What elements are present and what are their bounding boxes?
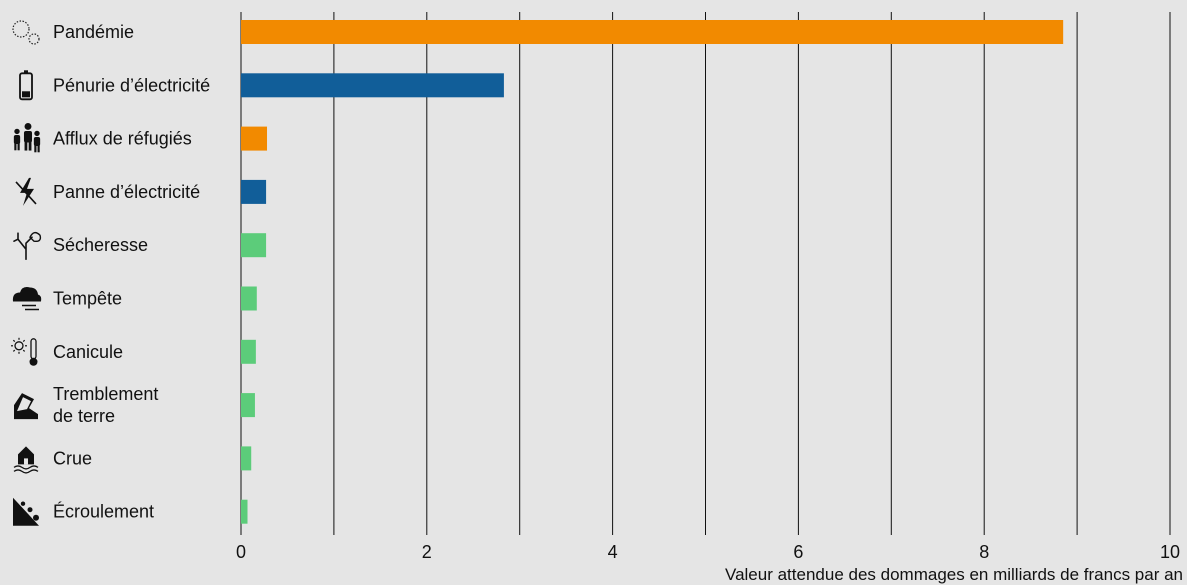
flood-icon — [13, 446, 39, 474]
rockfall-icon — [13, 497, 39, 526]
bar — [241, 73, 504, 98]
virus-icon — [12, 20, 40, 45]
category-label: Écroulement — [53, 502, 154, 522]
category-icons — [11, 20, 42, 526]
storm-cloud-icon — [12, 287, 42, 311]
category-label: Crue — [53, 448, 92, 468]
category-label: Panne d’électricité — [53, 182, 200, 202]
x-tick-label: 4 — [608, 542, 618, 562]
category-label: Pénurie d’électricité — [53, 75, 210, 95]
category-label: Afflux de réfugiés — [53, 129, 192, 149]
category-label: Canicule — [53, 342, 123, 362]
bar — [241, 286, 257, 311]
dry-tree-icon — [13, 231, 42, 260]
x-tick-label: 6 — [793, 542, 803, 562]
x-tick-label: 8 — [979, 542, 989, 562]
bar — [241, 499, 248, 524]
grid-lines — [240, 12, 1171, 535]
category-label: de terre — [53, 406, 115, 426]
x-tick-label: 0 — [236, 542, 246, 562]
battery-low-icon — [19, 70, 33, 101]
bar — [241, 233, 267, 258]
bar — [241, 126, 268, 151]
x-tick-label: 10 — [1160, 542, 1180, 562]
bar — [241, 20, 1064, 44]
bar — [241, 179, 267, 204]
category-label: Pandémie — [53, 22, 134, 42]
x-axis-ticks: 0 2 4 6 8 10 — [236, 542, 1180, 562]
category-label: Tempête — [53, 289, 122, 309]
category-label: Tremblement — [53, 384, 158, 404]
bar — [241, 393, 255, 418]
x-tick-label: 2 — [422, 542, 432, 562]
bars — [241, 20, 1064, 524]
bar — [241, 446, 252, 471]
power-outage-icon — [15, 177, 37, 206]
bar — [241, 339, 256, 364]
earthquake-icon — [14, 393, 38, 420]
heatwave-icon — [11, 337, 38, 366]
x-axis-title: Valeur attendue des dommages en milliard… — [725, 565, 1183, 584]
category-label: Sécheresse — [53, 235, 148, 255]
refugees-icon — [13, 122, 41, 153]
category-labels: Pandémie Pénurie d’électricité Afflux de r… — [53, 22, 210, 522]
